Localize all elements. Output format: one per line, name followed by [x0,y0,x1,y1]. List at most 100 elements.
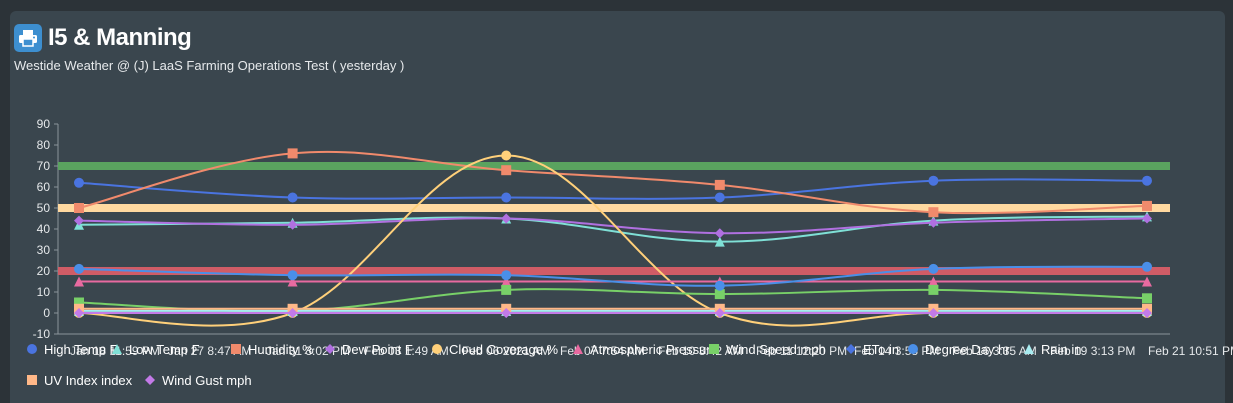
data-point [501,270,512,281]
legend-marker [112,344,122,354]
series-3 [74,213,1152,239]
legend-label: Humidity % [248,342,314,357]
data-point [928,175,939,186]
legend-item[interactable]: Degree Day hr [908,342,1010,357]
y-tick-label: 20 [37,264,51,278]
data-point [287,308,298,318]
legend-item[interactable]: UV Index index [27,373,133,388]
y-tick-label: 30 [37,243,51,257]
x-tick-label: Feb 06 2021 AM [462,344,550,358]
legend-item[interactable]: Humidity % [231,342,314,357]
data-point [1142,276,1152,287]
series-line [78,215,1148,243]
legend-item[interactable]: Cloud Coverage % [432,342,559,357]
y-tick-label: 50 [37,201,51,215]
series-9 [74,305,1152,316]
data-point [287,219,298,230]
data-point [928,217,939,228]
legend-marker [27,344,37,354]
x-tick-label: Feb 16 3:35 AM [952,344,1037,358]
series-0 [74,175,1152,203]
x-tick-label: Feb 10 3:42 AM [658,344,743,358]
data-point [1142,293,1152,304]
x-tick-label: Feb 14 3:58 PM [854,344,939,358]
data-point [928,263,939,274]
data-point [287,270,298,281]
x-tick-label: Jan 27 8:47 AM [168,344,251,358]
widget-subtitle: Westide Weather @ (J) LaaS Farming Opera… [14,58,405,73]
legend-item[interactable]: Atmospheric Pressure [573,342,718,357]
data-point [928,284,939,295]
legend-label: High Temp F [44,342,118,357]
data-point [714,228,725,239]
data-point [501,284,512,295]
widget-title: I5 & Manning [48,24,192,51]
legend-marker [573,344,583,354]
data-point [501,192,512,203]
printer-icon[interactable] [14,24,42,52]
legend-label: Cloud Coverage % [449,342,559,357]
data-point [1142,213,1152,224]
legend-item[interactable]: Wind Gust mph [145,373,252,388]
data-point [74,203,84,213]
legend-label: Wind Speed mph [726,342,826,357]
x-tick-label: Feb 03 1:49 AM [364,344,449,358]
data-point [74,276,84,287]
legend-label: UV Index index [44,373,133,388]
legend-marker [846,344,856,354]
legend-marker [145,375,155,385]
series-line [78,154,1147,327]
legend-label: Dew Point F [342,342,413,357]
series-2 [74,148,1152,218]
legend-marker [1024,344,1034,354]
series-11 [74,308,1152,318]
legend-item[interactable]: Low Temp F [112,342,200,357]
legend-item[interactable]: Dew Point F [325,342,413,357]
data-point [928,308,939,318]
data-point [714,179,725,190]
data-point [928,276,939,287]
data-point [501,276,512,287]
y-tick-label: 70 [37,159,51,173]
legend-label: Atmospheric Pressure [590,342,718,357]
data-point [501,308,512,318]
series-line [78,150,1148,215]
legend-label: Low Temp F [129,342,200,357]
data-point [501,165,512,176]
data-point [74,177,84,188]
data-point [1142,200,1152,211]
data-point [714,192,725,203]
data-point [1142,261,1152,272]
legend-marker [231,344,241,354]
y-tick-label: 10 [37,285,51,299]
data-point [287,276,298,287]
x-tick-label: Feb 21 10:51 PM [1148,344,1233,358]
legend-label: Wind Gust mph [162,373,252,388]
x-tick-label: Feb 07 7:54 AM [560,344,645,358]
legend-item[interactable]: High Temp F [27,342,118,357]
data-point [287,192,298,203]
legend-item[interactable]: Rain in [1024,342,1081,357]
y-tick-label: 60 [37,180,51,194]
data-point [287,148,298,159]
legend-marker [27,375,37,385]
legend-item[interactable]: ETo in [846,342,899,357]
legend-label: Rain in [1041,342,1081,357]
x-tick-label: Feb 19 3:13 PM [1050,344,1135,358]
data-point [1142,308,1152,318]
data-point [1142,175,1152,186]
series-line [78,265,1148,287]
data-point [74,215,84,226]
data-point [928,207,939,218]
series-line [78,178,1148,200]
y-tick-label: 40 [37,222,51,236]
data-point [714,308,725,318]
legend-item[interactable]: Wind Speed mph [709,342,826,357]
data-point [74,297,84,308]
legend-marker [908,344,918,354]
series-line [78,217,1148,235]
data-point [714,280,725,291]
legend-label: ETo in [863,342,899,357]
y-tick-label: 80 [37,138,51,152]
